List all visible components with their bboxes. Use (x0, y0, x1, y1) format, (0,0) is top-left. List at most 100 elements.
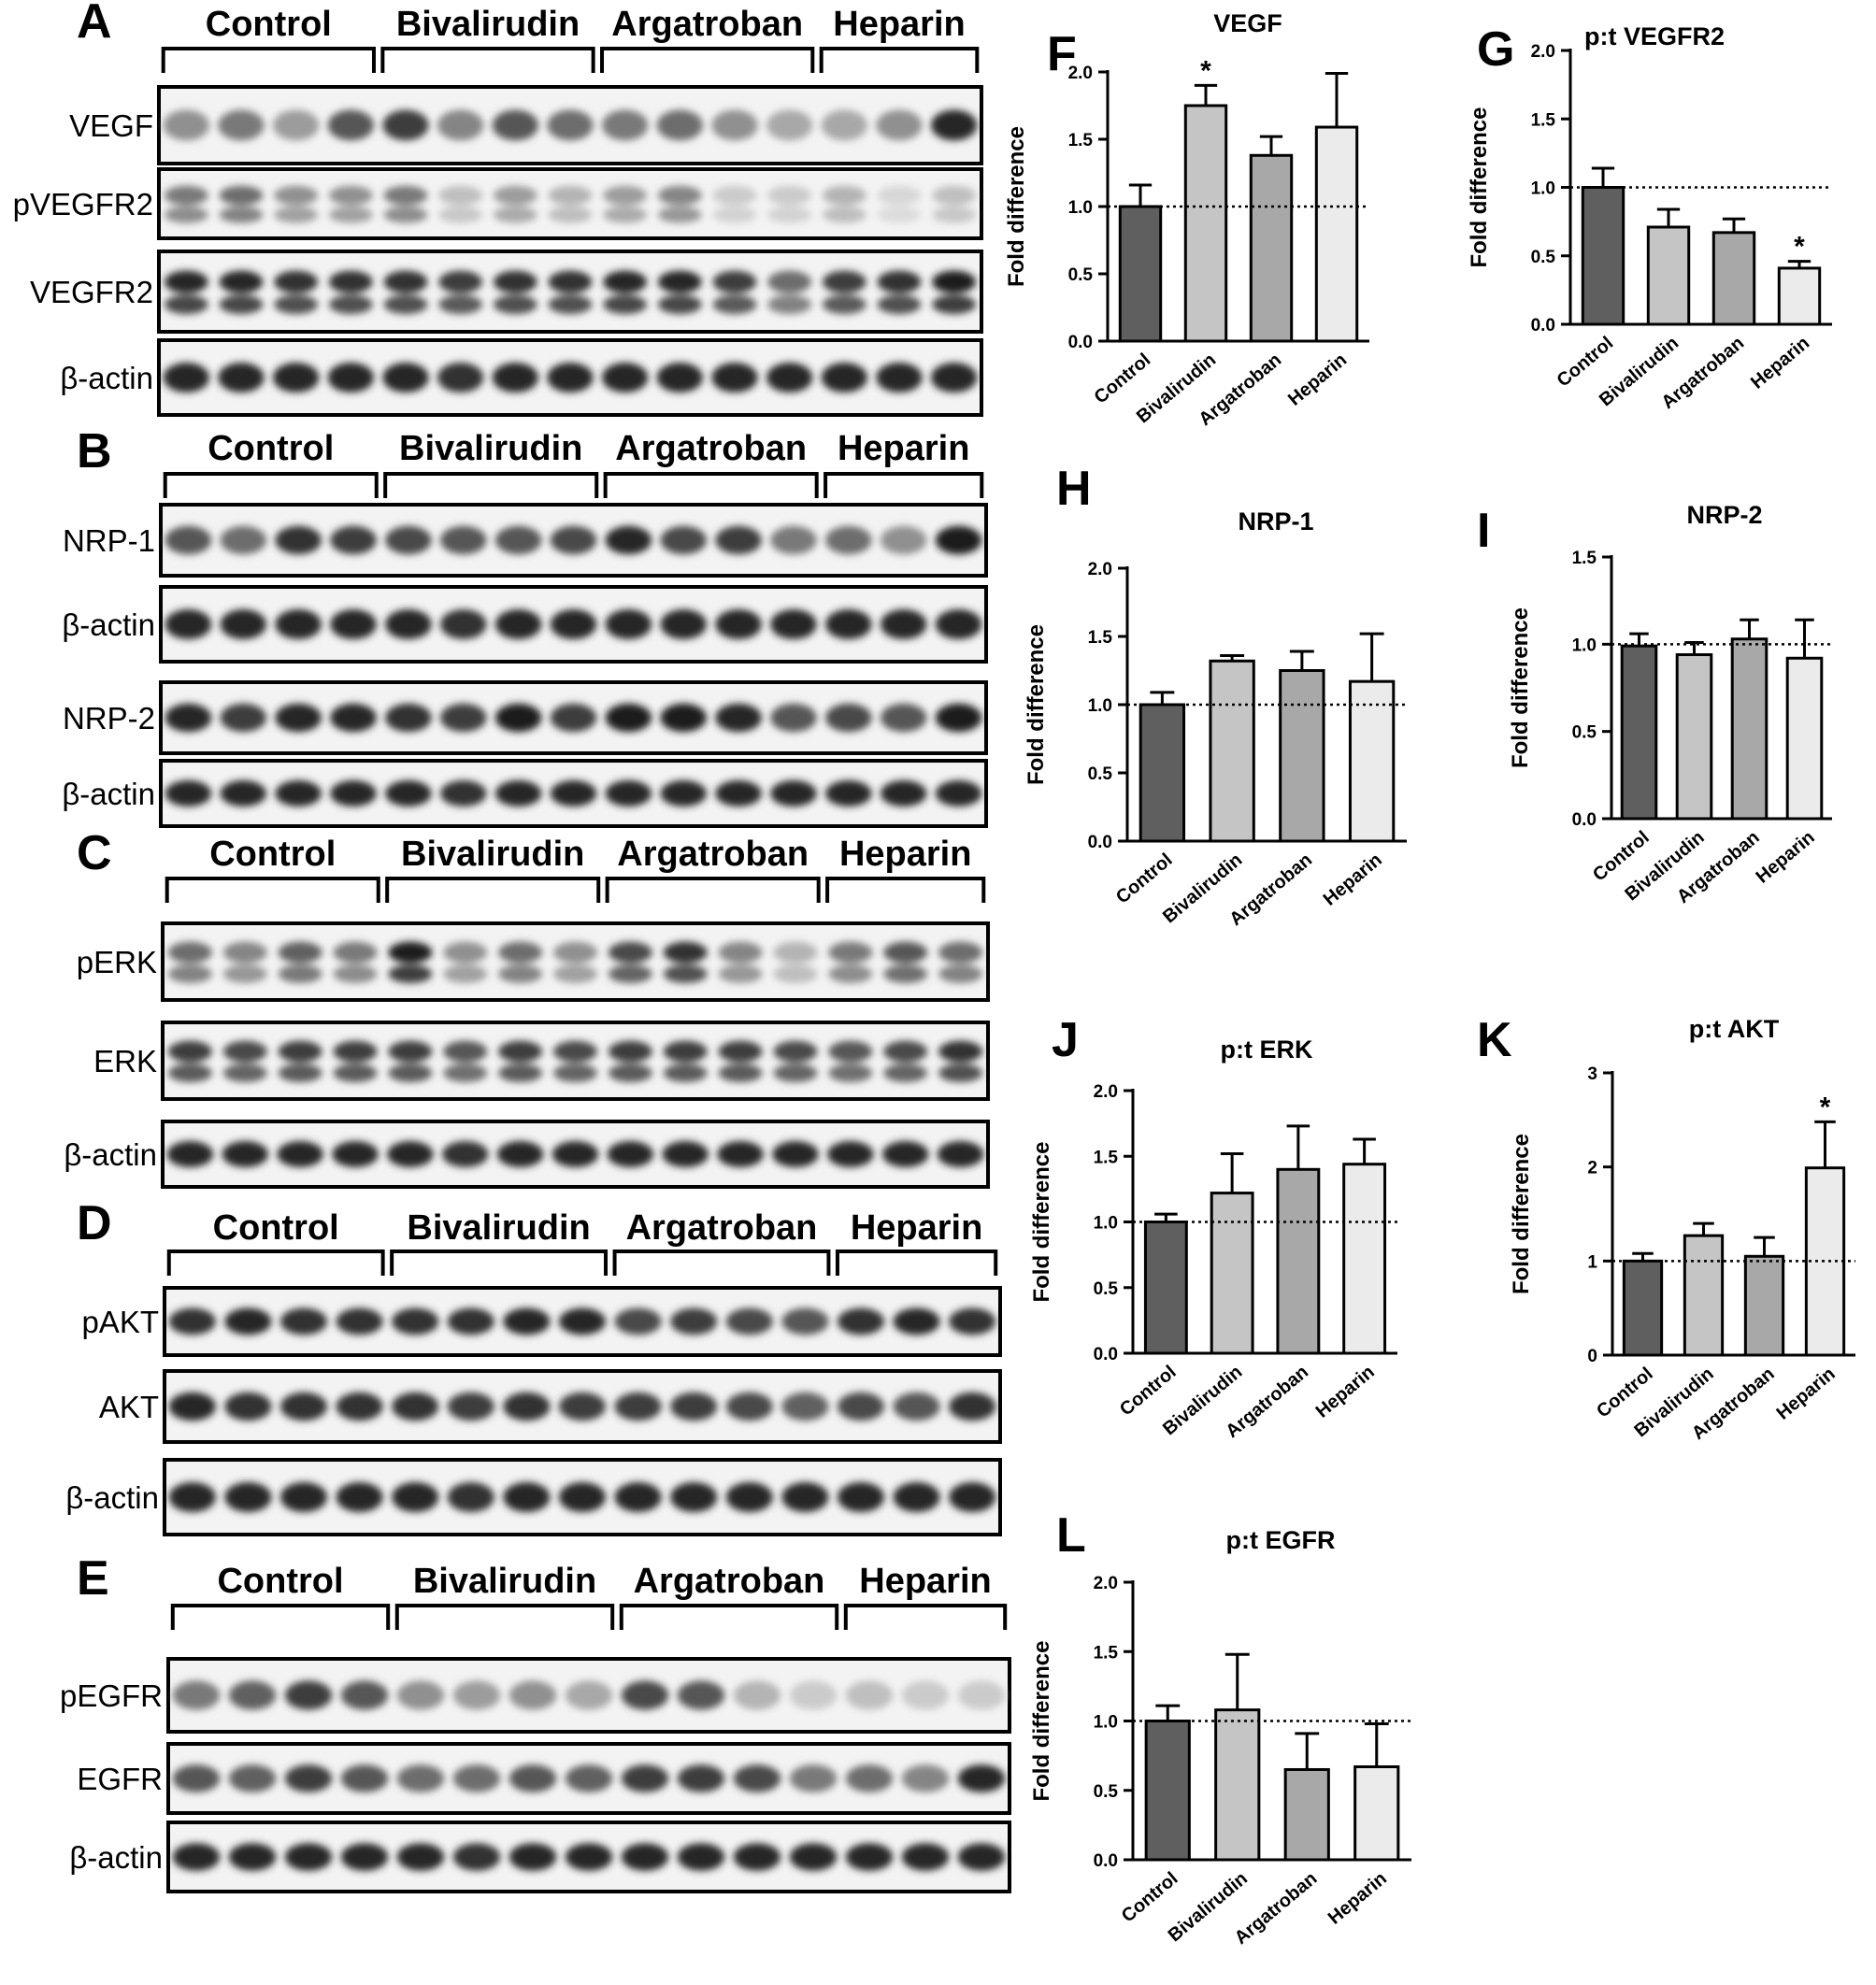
blot-row: NRP-1 (63, 503, 988, 578)
group-label-heparin: Heparin (838, 429, 969, 468)
blot-band (382, 363, 429, 393)
blot-band (383, 270, 428, 293)
blot-band (442, 1141, 489, 1167)
blot-band (328, 270, 373, 293)
blot-band (901, 1843, 950, 1871)
blot-band (498, 941, 543, 964)
x-tick-label: Control (1554, 333, 1618, 392)
blot-band (275, 609, 322, 639)
panel-letter: H (1056, 462, 1092, 516)
blot-band (552, 964, 598, 983)
blot-band (330, 703, 377, 733)
group-label-bivalirudin: Bivalirudin (413, 1562, 596, 1601)
blot-band (284, 1764, 333, 1792)
blot-panel-d: D Control Bivalirudin Argatroban Heparin pAKT… (65, 1196, 1002, 1536)
blot-band (340, 1680, 389, 1710)
blot-band (883, 1064, 928, 1082)
blot-band (443, 1040, 488, 1063)
bar-heparin (1342, 1163, 1387, 1355)
blot-band (603, 185, 648, 206)
blot-band (222, 941, 267, 964)
group-label-argatroban: Argatroban (634, 1562, 825, 1601)
blot-band (725, 1482, 773, 1512)
blot-band (614, 1482, 662, 1512)
blot-band (931, 109, 978, 141)
blot-band (880, 780, 927, 807)
panel-letter: A (77, 0, 112, 49)
group-bracket (835, 1250, 998, 1276)
y-tick-label: 0.5 (1068, 265, 1094, 285)
blot-band (387, 1141, 434, 1167)
blot-band (781, 1392, 829, 1421)
blot-band (330, 780, 377, 807)
blot-band (228, 1764, 277, 1792)
blot-band (663, 1064, 708, 1082)
blot-label: NRP-1 (63, 523, 155, 558)
blot-band (548, 185, 593, 206)
blot-band (881, 1141, 929, 1167)
blot-band (165, 525, 212, 555)
blot-label: pERK (77, 945, 157, 979)
blot-band (167, 1040, 212, 1063)
blot-band (767, 270, 812, 293)
blot-band (656, 363, 703, 393)
group-label-bivalirudin: Bivalirudin (396, 5, 580, 44)
blot-band (766, 109, 813, 141)
blot-band (718, 964, 763, 983)
blot-row: pEGFR (60, 1657, 1011, 1734)
group-label-bivalirudin: Bivalirudin (399, 429, 582, 468)
blot-band (220, 525, 267, 555)
blot-band (773, 941, 818, 964)
blot-band (935, 703, 982, 733)
y-tick-label: 2.0 (1531, 42, 1555, 62)
blot-band (550, 525, 597, 555)
blot-band (438, 270, 483, 293)
blot-band (657, 294, 702, 315)
blot-label: β-actin (62, 607, 155, 642)
blot-bands (168, 1307, 996, 1335)
blot-band (845, 1680, 894, 1710)
blot-band (493, 185, 537, 206)
y-tick-label: 1.5 (1094, 1148, 1119, 1167)
panel-letter: F (1047, 27, 1077, 81)
y-tick-label: 0.5 (1531, 248, 1556, 267)
blot-band (222, 964, 267, 983)
chart-title: p:t ERK (1221, 1035, 1313, 1064)
chart-h: H NRP-1 Fold difference 0.0 0.5 1.0 1.5 2.0 Cont… (1024, 462, 1407, 930)
chart-f: F VEGF Fold difference 0.0 0.5 1.0 1.5 2.0 Contr… (1004, 9, 1369, 430)
blot-band (621, 1764, 669, 1792)
bar-bivalirudin (1209, 659, 1255, 843)
blot-band (938, 964, 983, 983)
chart-title: NRP-2 (1686, 501, 1762, 529)
blot-band (715, 525, 762, 555)
group-bracket (619, 1604, 839, 1630)
group-label-heparin: Heparin (833, 5, 965, 44)
blot-band (770, 609, 817, 639)
panel-letter: B (77, 424, 112, 478)
blot-band (605, 780, 652, 807)
y-tick-label: 0.0 (1094, 1851, 1118, 1871)
blot-bands (168, 1482, 996, 1512)
blot-band (602, 109, 649, 141)
blot-band (498, 1040, 543, 1063)
bar-heparin (1353, 1765, 1400, 1862)
blot-bands (165, 780, 982, 807)
blot-band (328, 294, 373, 315)
blot-band (164, 206, 208, 223)
x-tick-label: Heparin (1325, 1868, 1391, 1929)
blot-band (385, 780, 432, 807)
blot-band (883, 964, 928, 983)
blot-band (552, 1064, 598, 1082)
blot-band (657, 185, 702, 206)
x-tick-label: Heparin (1284, 350, 1351, 410)
blot-band (828, 1064, 873, 1082)
group-label-heparin: Heparin (859, 1562, 991, 1601)
y-tick-label: 2.0 (1088, 560, 1112, 579)
blot-band (382, 109, 429, 141)
significance-marker: * (1820, 1092, 1831, 1122)
bar-charts: F VEGF Fold difference 0.0 0.5 1.0 1.5 2.0 Contr… (1004, 9, 1855, 1949)
blot-band (781, 1482, 829, 1512)
blot-band (827, 1141, 874, 1167)
blot-bands (164, 270, 977, 315)
panel-letter: G (1477, 22, 1514, 77)
